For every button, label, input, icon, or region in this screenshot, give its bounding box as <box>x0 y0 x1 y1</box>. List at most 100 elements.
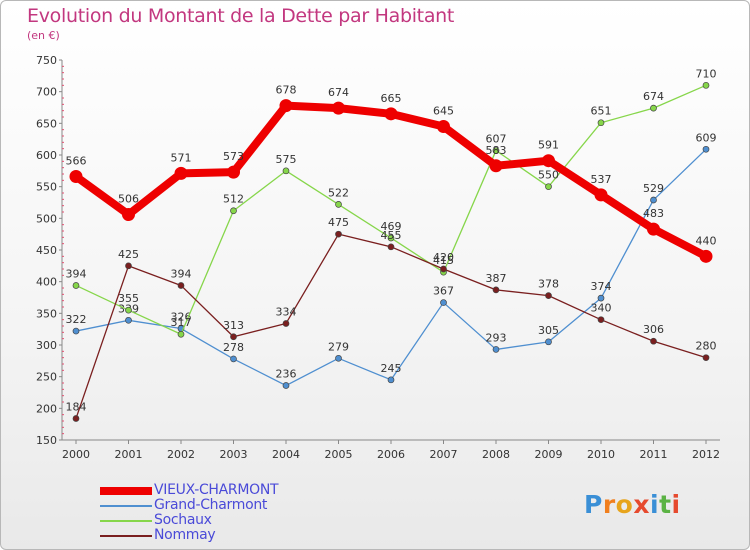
y-tick-label: 450 <box>36 244 57 257</box>
legend-label: Sochaux <box>154 512 212 528</box>
data-label: 305 <box>538 324 559 337</box>
y-tick-label: 400 <box>36 276 57 289</box>
legend-item-nommay: Nommay <box>100 527 360 544</box>
data-point <box>230 207 237 215</box>
data-point <box>594 188 608 202</box>
data-label: 355 <box>118 292 139 305</box>
data-point <box>542 154 555 168</box>
y-tick-label: 600 <box>36 149 57 162</box>
legend-swatch <box>100 505 152 507</box>
data-point <box>72 282 80 289</box>
data-point <box>647 222 660 236</box>
x-tick-label: 2002 <box>167 448 195 461</box>
y-tick-label: 150 <box>36 434 57 447</box>
data-point <box>335 354 342 362</box>
logo-letter: x <box>633 490 650 519</box>
data-point <box>230 333 237 341</box>
data-label: 415 <box>433 254 454 267</box>
data-point <box>122 208 135 222</box>
data-point <box>332 101 345 115</box>
data-point <box>125 306 132 314</box>
data-point <box>174 166 188 180</box>
series-line <box>75 84 707 335</box>
legend-item-grand-charmont: Grand-Charmont <box>100 497 360 514</box>
proxiti-logo: Proxiti <box>584 490 681 519</box>
data-label: 378 <box>538 278 559 291</box>
data-point <box>282 320 290 327</box>
data-label: 607 <box>486 133 507 146</box>
data-point <box>545 338 552 346</box>
series-grand-charmont: 322339326278236279245367293305374529609 <box>66 131 717 389</box>
x-tick-label: 2011 <box>640 448 668 461</box>
y-tick-label: 200 <box>36 402 57 415</box>
data-point <box>335 230 342 238</box>
data-label: 280 <box>696 340 717 353</box>
data-label: 322 <box>66 313 87 326</box>
data-label: 674 <box>328 86 349 99</box>
series-nommay: 184 425 394 313 334 475 455 420 387 378 340 306 280 <box>66 216 717 422</box>
x-tick-label: 2003 <box>220 448 248 461</box>
data-point <box>545 183 552 191</box>
data-label: 645 <box>433 105 454 118</box>
legend-label: VIEUX-CHARMONT <box>154 482 279 498</box>
data-point <box>279 99 293 113</box>
y-tick-label: 300 <box>36 339 57 352</box>
data-label: 394 <box>171 267 192 280</box>
data-label: 512 <box>223 193 244 206</box>
y-tick-label: 250 <box>36 371 57 384</box>
chart-title: Evolution du Montant de la Dette par Hab… <box>27 5 455 27</box>
x-tick-label: 2005 <box>325 448 353 461</box>
data-point <box>227 165 240 179</box>
logo-letter: P <box>584 490 603 519</box>
data-point <box>387 234 395 242</box>
data-label: 279 <box>328 340 349 353</box>
y-tick-label: 750 <box>36 54 57 67</box>
legend-item-vieux-charmont: VIEUX-CHARMONT <box>100 482 360 499</box>
data-label: 571 <box>171 151 192 164</box>
data-label: 483 <box>643 207 664 220</box>
data-label: 374 <box>591 280 612 293</box>
data-label: 537 <box>591 173 612 186</box>
data-point <box>650 337 657 345</box>
data-label: 334 <box>276 305 297 318</box>
x-tick-label: 2008 <box>482 448 510 461</box>
data-label: 475 <box>328 216 349 229</box>
logo-letter: o <box>615 490 634 519</box>
data-label: 387 <box>486 272 507 285</box>
data-label: 367 <box>433 285 454 298</box>
data-label: 678 <box>276 84 297 97</box>
data-point <box>440 265 447 273</box>
data-point <box>437 120 450 133</box>
data-point <box>650 104 657 112</box>
data-label: 583 <box>486 144 507 157</box>
data-point <box>545 292 552 299</box>
data-point <box>125 262 132 270</box>
logo-letter: t <box>659 490 672 519</box>
data-label: 317 <box>171 316 192 329</box>
data-point <box>492 346 500 353</box>
data-point <box>597 119 605 127</box>
data-label: 522 <box>328 186 349 199</box>
data-label: 566 <box>66 155 87 168</box>
chart-subtitle: (en €) <box>27 29 60 42</box>
data-point <box>492 147 500 154</box>
data-label: 469 <box>381 220 402 233</box>
data-point <box>282 167 290 175</box>
data-point <box>282 382 290 389</box>
data-label: 651 <box>591 105 612 118</box>
data-point <box>177 330 185 338</box>
y-tick-label: 500 <box>36 212 57 225</box>
data-label: 306 <box>643 323 664 336</box>
data-point <box>384 107 398 121</box>
data-label: 245 <box>381 362 402 375</box>
data-label: 710 <box>696 67 717 80</box>
data-point <box>492 286 500 294</box>
legend: VIEUX-CHARMONT Grand-Charmont Sochaux No… <box>100 482 360 544</box>
data-label: 236 <box>276 368 297 381</box>
data-point <box>125 316 132 324</box>
data-label: 609 <box>696 131 717 144</box>
data-label: 293 <box>486 331 507 344</box>
data-label: 529 <box>643 182 664 195</box>
data-point <box>72 327 80 335</box>
